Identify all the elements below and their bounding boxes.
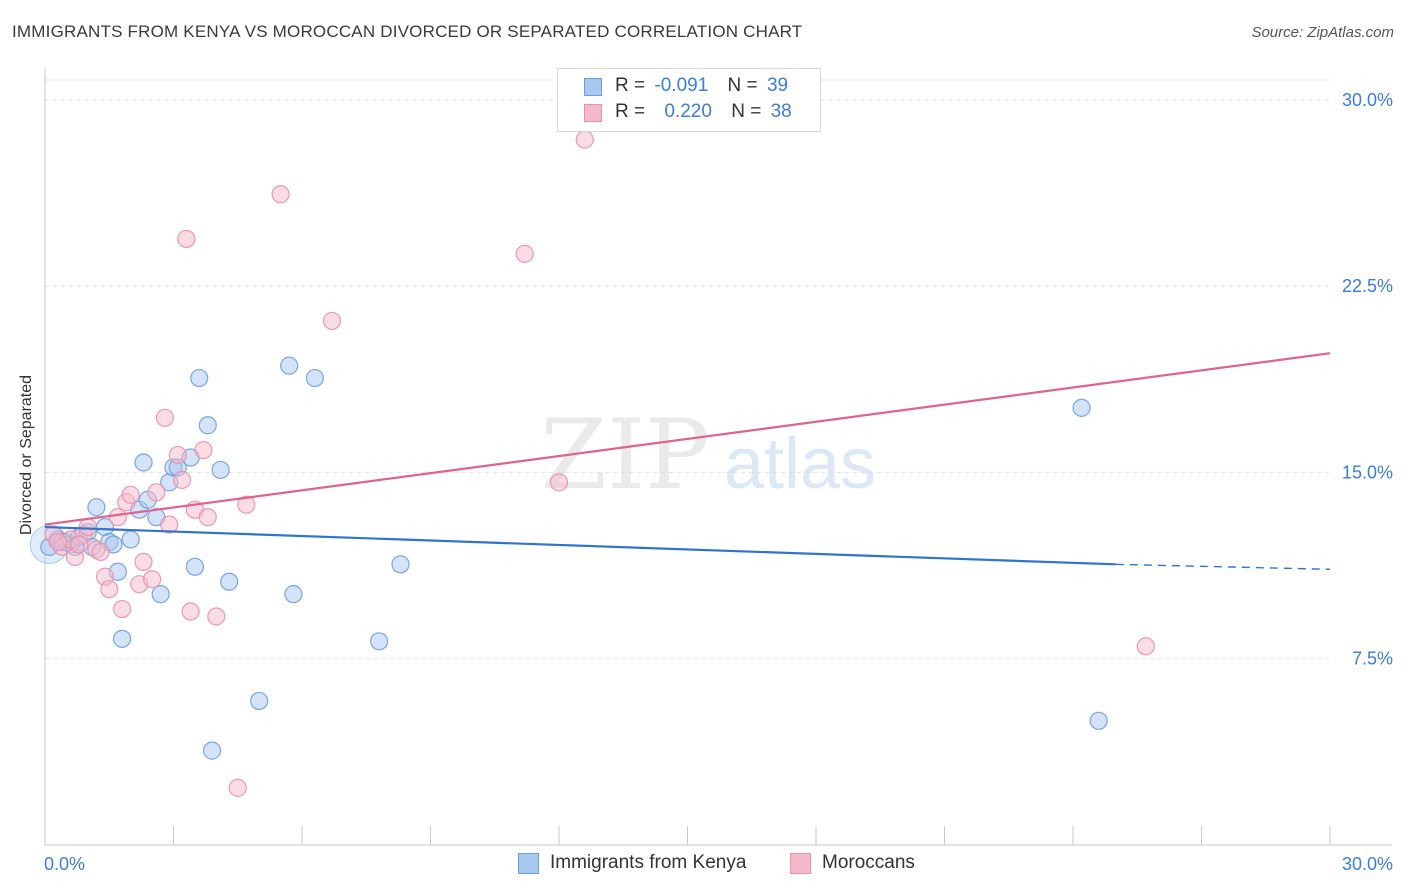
watermark-atlas: atlas (724, 424, 876, 504)
moroccan-point (177, 229, 196, 249)
moroccan-point (181, 602, 200, 621)
kenya-point (198, 416, 217, 435)
moroccan-point (228, 778, 247, 797)
kenya-point (220, 572, 239, 591)
moroccan-point (142, 570, 162, 589)
kenya-point (1089, 711, 1108, 730)
moroccan-point (48, 532, 67, 552)
kenya-point (185, 557, 205, 576)
moroccan-point (198, 508, 217, 527)
kenya-point (284, 585, 303, 604)
legend-swatch-moroccans (584, 104, 602, 122)
kenya-point (280, 356, 299, 375)
n-value-moroccans: 38 (770, 101, 792, 122)
legend-label-kenya: Immigrants from Kenya (550, 852, 747, 873)
moroccan-point (322, 311, 342, 331)
moroccan-trendline (44, 352, 1331, 526)
y-tick-label: 22.5% (1342, 276, 1393, 296)
moroccan-point (515, 244, 534, 263)
moroccan-point (160, 515, 179, 534)
trend-layer (44, 352, 1331, 571)
y-tick-label: 7.5% (1352, 649, 1393, 669)
r-value-kenya: -0.091 (654, 75, 709, 96)
kenya-point (202, 741, 222, 760)
moroccan-point (121, 485, 140, 504)
x-tick-label: 30.0% (1342, 854, 1393, 874)
kenya-point (134, 453, 153, 472)
n-value-kenya: 39 (766, 75, 789, 96)
chart-title: IMMIGRANTS FROM KENYA VS MOROCCAN DIVORC… (12, 22, 803, 41)
legend-label-moroccans: Moroccans (822, 852, 915, 873)
moroccan-point (194, 440, 213, 460)
watermark: ZIP atlas (540, 399, 876, 511)
r-label: R = (615, 75, 646, 96)
moroccan-point (172, 470, 192, 489)
kenya-trendline-extension (1115, 563, 1331, 571)
kenya-point (112, 629, 132, 648)
kenya-point (190, 368, 209, 388)
moroccan-point (237, 495, 256, 514)
kenya-point (305, 368, 324, 388)
source-credit: Source: ZipAtlas.com (1251, 24, 1394, 41)
r-label: R = (615, 101, 646, 122)
kenya-point (211, 460, 230, 480)
legend-swatch-kenya (584, 78, 602, 96)
moroccan-point (108, 508, 127, 527)
y-tick-label: 15.0% (1342, 462, 1393, 482)
kenya-point (151, 585, 170, 604)
moroccan-point (147, 483, 166, 502)
tick-label-layer: 7.5% 15.0% 22.5% 30.0% 0.0% 30.0% (44, 90, 1393, 874)
moroccan-point (1136, 637, 1155, 656)
legend-swatch-kenya (518, 853, 539, 874)
points-layer (29, 130, 1155, 797)
moroccan-point (112, 599, 132, 619)
moroccan-point (70, 535, 89, 554)
y-tick-label: 30.0% (1342, 90, 1393, 110)
moroccan-point (207, 607, 226, 626)
n-label: N = (731, 101, 762, 122)
moroccan-point (78, 517, 97, 537)
moroccan-point (549, 473, 569, 492)
grid-layer (45, 79, 1330, 660)
moroccan-point (100, 580, 119, 599)
kenya-point (370, 632, 389, 651)
kenya-point (391, 555, 410, 574)
moroccan-point (91, 542, 110, 562)
moroccan-point (271, 185, 290, 204)
kenya-point (1072, 398, 1091, 417)
kenya-point (250, 691, 269, 711)
x-tick-label: 0.0% (44, 854, 85, 874)
n-label: N = (727, 75, 758, 96)
axis-layer (44, 68, 1392, 846)
moroccan-point (168, 445, 187, 465)
legend-swatch-moroccans (790, 853, 811, 874)
moroccan-point (134, 552, 153, 571)
kenya-point (121, 530, 140, 549)
moroccan-point (155, 408, 175, 427)
r-value-moroccans: 0.220 (664, 101, 712, 122)
kenya-point (87, 498, 106, 517)
kenya-trendline (44, 525, 1116, 566)
moroccan-point (575, 130, 594, 149)
correlation-legend: R = -0.091 N = 39 R = 0.220 N = 38 (557, 68, 821, 132)
